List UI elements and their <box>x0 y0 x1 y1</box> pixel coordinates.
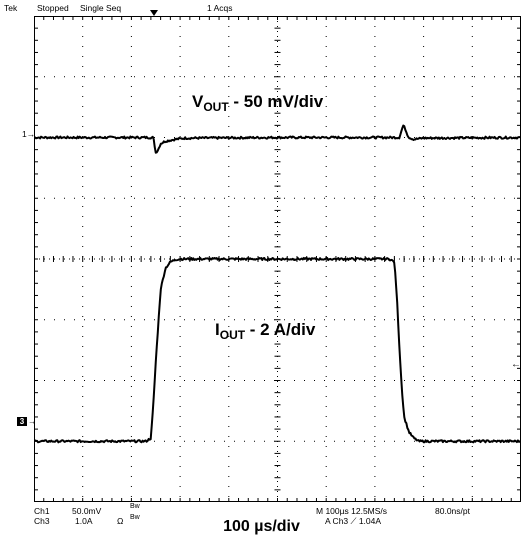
acquisition-count-label: 1 Acqs <box>207 3 233 13</box>
brand-label: Tek <box>4 3 18 13</box>
ch1-scale: 50.0mV <box>72 506 102 516</box>
iout-annotation: IOUT - 2 A/div <box>215 320 315 342</box>
scope-footer: Ch1 50.0mV Bw Ch3 1.0A Ω Bw M 100µs 12.5… <box>0 503 523 538</box>
ch3-coupling: Ω <box>117 516 124 526</box>
iout-annotation-scale: - 2 A/div <box>245 320 316 339</box>
vout-annotation-main: V <box>192 92 204 111</box>
vout-annotation-sub: OUT <box>203 100 229 114</box>
trigger-level-marker-icon: ← <box>511 359 521 370</box>
iout-trace <box>34 256 521 444</box>
trigger-readout: A Ch3 ⟋ 1.04A <box>325 516 382 526</box>
iout-annotation-main: I <box>215 320 220 339</box>
ch3-name: Ch3 <box>34 516 50 526</box>
ch1-bandwidth: Bw <box>130 503 140 510</box>
run-state-label: Stopped <box>37 3 69 13</box>
trigger-position-icon <box>150 10 158 16</box>
ch1-ground-marker: 1→ <box>22 129 36 139</box>
vout-trace <box>34 124 521 154</box>
iout-annotation-sub: OUT <box>219 328 246 342</box>
waveform-plot <box>34 16 521 502</box>
sample-interval-readout: 80.0ns/pt <box>435 506 470 516</box>
scope-header: Tek Stopped Single Seq 1 Acqs <box>0 0 523 16</box>
ch3-ground-marker: 3 <box>17 417 27 426</box>
vout-annotation: VOUT - 50 mV/div <box>192 92 323 114</box>
ch3-scale: 1.0A <box>75 516 93 526</box>
ch1-marker-label: 1 <box>22 129 27 139</box>
ch3-marker-arrow-icon: → <box>28 416 37 426</box>
ch1-name: Ch1 <box>34 506 50 516</box>
ch3-bandwidth: Bw <box>130 514 140 521</box>
timebase-readout: M 100µs 12.5MS/s <box>316 506 388 516</box>
vout-annotation-scale: - 50 mV/div <box>228 92 324 111</box>
acquisition-mode-label: Single Seq <box>80 3 122 13</box>
x-axis-label: 100 µs/div <box>223 518 300 535</box>
scope-display <box>34 16 521 502</box>
